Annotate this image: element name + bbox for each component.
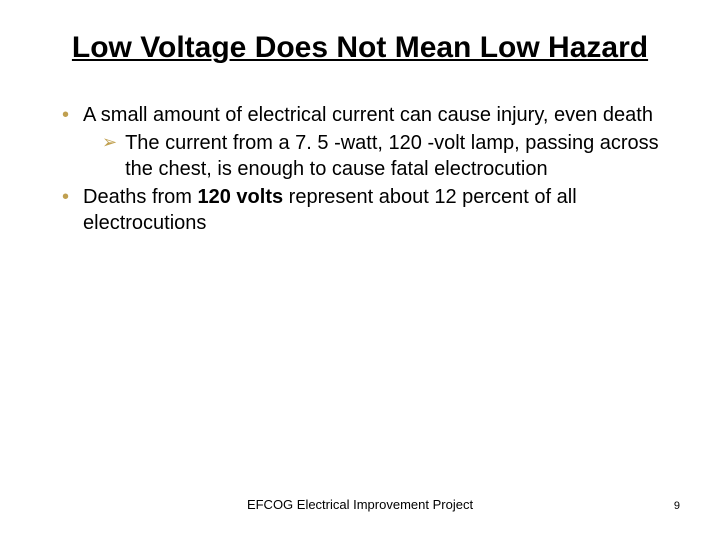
slide: Low Voltage Does Not Mean Low Hazard • A… bbox=[0, 0, 720, 540]
bullet-text: Deaths from 120 volts represent about 12… bbox=[83, 184, 664, 236]
bullet-item: • Deaths from 120 volts represent about … bbox=[62, 184, 664, 236]
sub-bullet-item: ➢ The current from a 7. 5 -watt, 120 -vo… bbox=[102, 130, 664, 182]
bold-text: 120 volts bbox=[198, 186, 284, 208]
bullet-text: A small amount of electrical current can… bbox=[83, 102, 653, 128]
text-segment: Deaths from bbox=[83, 186, 197, 208]
arrow-icon: ➢ bbox=[102, 130, 117, 154]
slide-title: Low Voltage Does Not Mean Low Hazard bbox=[56, 30, 664, 66]
footer-text: EFCOG Electrical Improvement Project bbox=[0, 497, 720, 512]
sub-bullet-text: The current from a 7. 5 -watt, 120 -volt… bbox=[125, 130, 664, 182]
bullet-icon: • bbox=[62, 102, 69, 128]
content-area: • A small amount of electrical current c… bbox=[56, 102, 664, 236]
bullet-icon: • bbox=[62, 184, 69, 210]
bullet-item: • A small amount of electrical current c… bbox=[62, 102, 664, 128]
page-number: 9 bbox=[674, 500, 680, 512]
